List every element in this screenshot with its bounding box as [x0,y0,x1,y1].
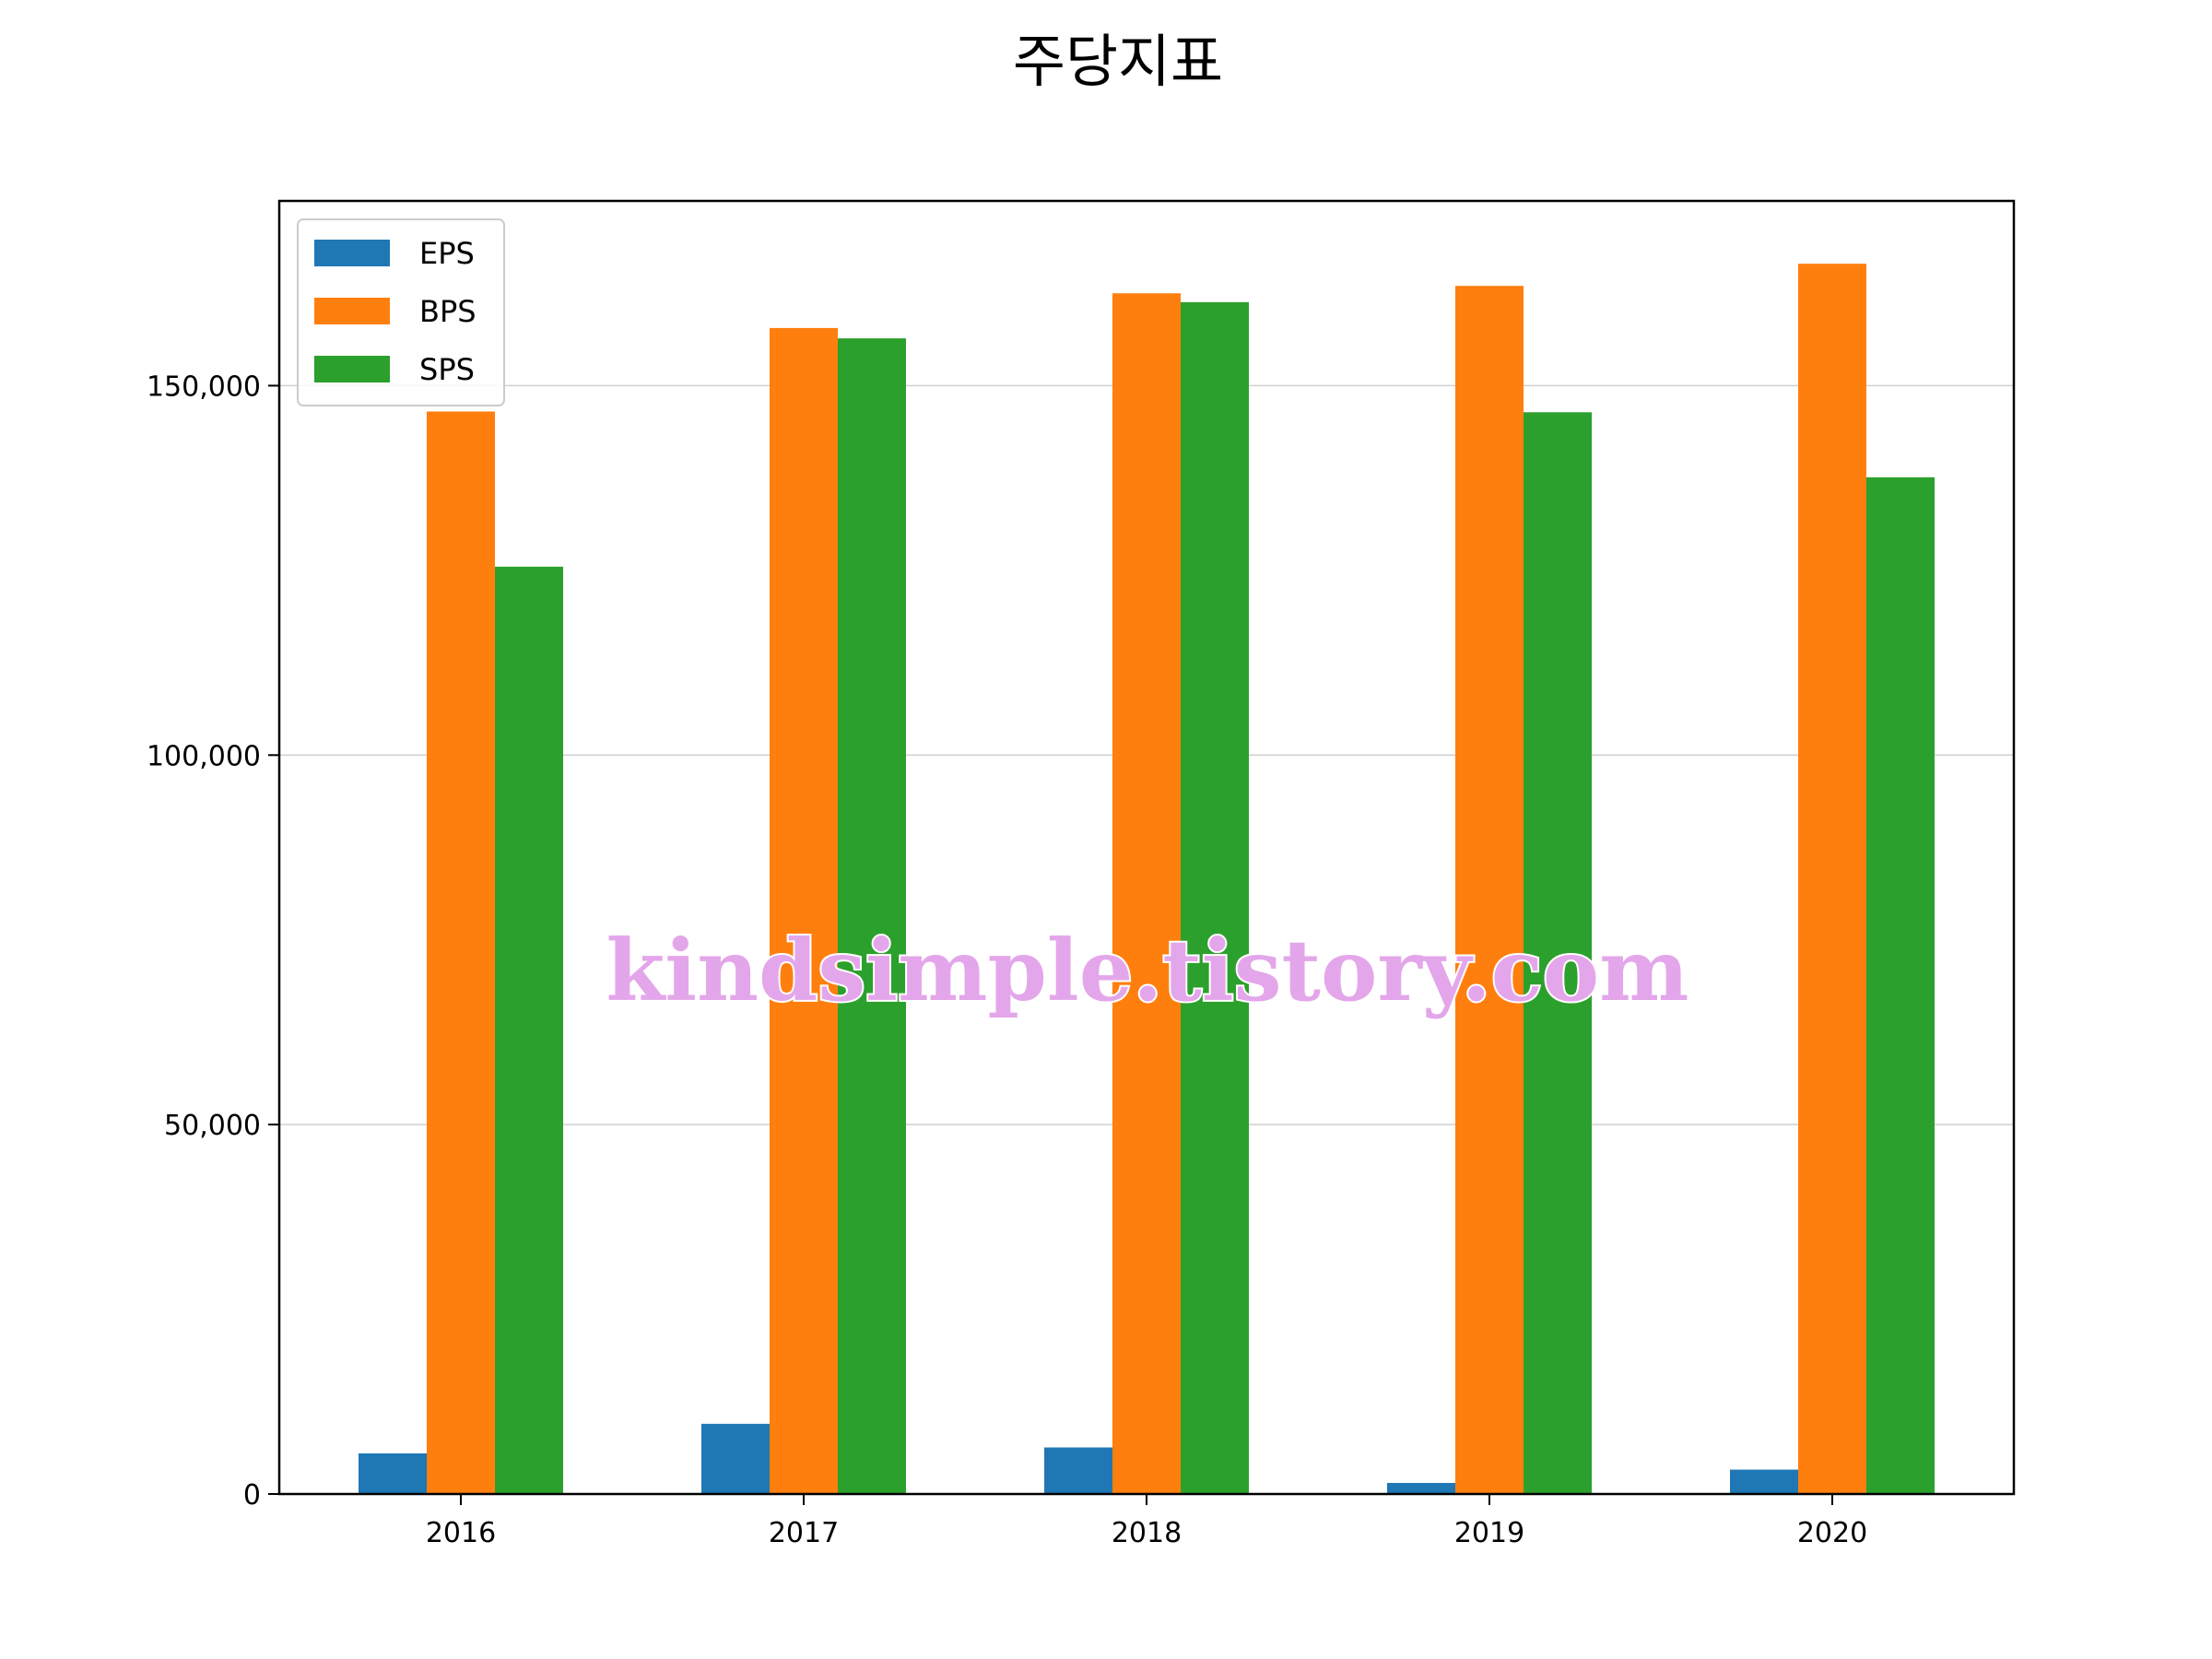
y-tick-label: 150,000 [147,371,261,403]
legend-swatch-bps [314,298,390,324]
legend-label-eps: EPS [419,236,475,271]
legend-swatch-eps [314,240,390,266]
y-tick-label: 100,000 [147,740,261,772]
bar-eps-2016 [359,1453,427,1494]
legend-label-bps: BPS [419,294,477,329]
x-tick-label: 2017 [769,1517,839,1549]
watermark: kindsimple.tistory.com [606,921,1688,1020]
bar-sps-2019 [1524,412,1592,1494]
bar-sps-2016 [495,566,563,1494]
legend-swatch-sps [314,356,390,382]
axis-ticks: 0 50,000 100,000 150,000 2016 2017 2018 2019 202… [147,371,1867,1549]
legend-label-sps: SPS [419,352,475,387]
y-tick-label: 50,000 [164,1110,261,1142]
bar-bps-2019 [1455,286,1524,1494]
bar-bps-2020 [1798,264,1866,1494]
bar-bps-2016 [427,411,495,1495]
x-tick-label: 2016 [426,1517,496,1549]
bar-eps-2020 [1730,1469,1798,1494]
legend: EPS BPS SPS [297,218,505,406]
x-tick-label: 2018 [1112,1517,1182,1549]
bar-bps-2018 [1112,293,1181,1494]
bar-eps-2018 [1044,1447,1112,1494]
chart-title: 주당지표 [1013,28,1223,95]
x-tick-label: 2020 [1797,1517,1867,1549]
bar-eps-2017 [701,1423,770,1494]
bar-eps-2019 [1387,1482,1455,1494]
bar-bps-2017 [770,327,838,1494]
bar-sps-2018 [1181,301,1249,1495]
bar-sps-2017 [838,338,906,1494]
bars [359,264,1935,1495]
bar-sps-2020 [1866,477,1935,1495]
x-tick-label: 2019 [1454,1517,1524,1549]
y-tick-label: 0 [243,1479,261,1512]
